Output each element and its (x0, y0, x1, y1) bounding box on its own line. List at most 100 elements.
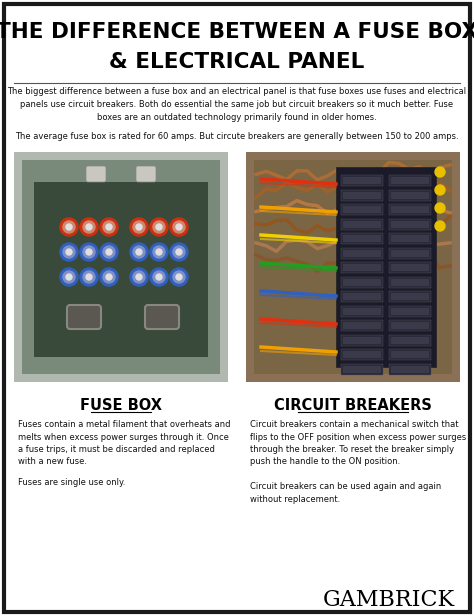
Bar (389, 175, 431, 186)
Bar (341, 291, 383, 302)
Circle shape (176, 274, 182, 280)
Circle shape (156, 224, 162, 230)
Circle shape (80, 243, 98, 261)
Circle shape (170, 268, 188, 286)
Bar (341, 204, 383, 215)
Bar (343, 278, 381, 285)
Bar (341, 219, 383, 230)
Bar (343, 221, 381, 227)
Circle shape (80, 268, 98, 286)
Circle shape (150, 268, 168, 286)
FancyBboxPatch shape (136, 166, 156, 182)
Text: FUSE BOX: FUSE BOX (80, 398, 162, 413)
Circle shape (133, 246, 145, 258)
Text: GAMBRICK: GAMBRICK (323, 589, 455, 611)
Circle shape (150, 218, 168, 236)
Bar (389, 291, 431, 302)
Bar (389, 262, 431, 273)
Bar (391, 235, 429, 242)
Text: Fuses contain a metal filament that overheats and
melts when excess power surges: Fuses contain a metal filament that over… (18, 420, 230, 466)
Bar (391, 351, 429, 358)
Bar (343, 249, 381, 256)
Circle shape (66, 249, 72, 255)
Circle shape (170, 218, 188, 236)
Circle shape (103, 221, 115, 233)
Bar (341, 248, 383, 259)
Circle shape (435, 221, 445, 231)
Bar (341, 363, 383, 375)
Bar (389, 233, 431, 244)
Bar (391, 307, 429, 315)
Bar (343, 351, 381, 358)
Circle shape (136, 224, 142, 230)
Bar (389, 349, 431, 360)
Circle shape (60, 268, 78, 286)
Circle shape (435, 167, 445, 177)
Bar (389, 190, 431, 200)
Circle shape (133, 271, 145, 283)
Bar (336, 167, 436, 367)
Bar (341, 334, 383, 346)
FancyBboxPatch shape (145, 305, 179, 329)
Circle shape (83, 271, 95, 283)
Circle shape (133, 221, 145, 233)
Bar (391, 192, 429, 198)
Bar (391, 264, 429, 271)
Bar (391, 249, 429, 256)
Circle shape (176, 249, 182, 255)
Bar (341, 233, 383, 244)
Circle shape (435, 203, 445, 213)
Bar (389, 334, 431, 346)
Bar (389, 306, 431, 317)
Bar (22, 160, 220, 374)
Bar (343, 177, 381, 184)
Bar (391, 322, 429, 329)
Bar (343, 322, 381, 329)
Bar (389, 248, 431, 259)
Bar (341, 320, 383, 331)
Bar (341, 190, 383, 200)
Bar (391, 293, 429, 300)
Circle shape (86, 274, 92, 280)
Bar (343, 264, 381, 271)
Text: Circuit breakers contain a mechanical switch that
flips to the OFF position when: Circuit breakers contain a mechanical sw… (250, 420, 466, 466)
Bar (391, 177, 429, 184)
Circle shape (83, 246, 95, 258)
Circle shape (106, 249, 112, 255)
Circle shape (136, 274, 142, 280)
Bar (343, 293, 381, 300)
Circle shape (103, 271, 115, 283)
Bar (246, 152, 460, 382)
Circle shape (100, 218, 118, 236)
Circle shape (66, 224, 72, 230)
Bar (254, 160, 452, 374)
Bar (391, 336, 429, 344)
Circle shape (63, 246, 75, 258)
Circle shape (173, 246, 185, 258)
Bar (391, 221, 429, 227)
Circle shape (66, 274, 72, 280)
Circle shape (86, 249, 92, 255)
Bar (341, 175, 383, 186)
Bar (341, 277, 383, 288)
Circle shape (153, 271, 165, 283)
Bar (343, 336, 381, 344)
Bar (341, 262, 383, 273)
Circle shape (60, 218, 78, 236)
Circle shape (80, 218, 98, 236)
Bar (343, 365, 381, 373)
Text: The average fuse box is rated for 60 amps. But circute breakers are generally be: The average fuse box is rated for 60 amp… (15, 132, 459, 141)
Bar (343, 206, 381, 213)
Circle shape (106, 224, 112, 230)
Circle shape (170, 243, 188, 261)
Bar (34, 182, 208, 357)
Bar (391, 365, 429, 373)
Text: Circuit breakers can be used again and again
without replacement.: Circuit breakers can be used again and a… (250, 482, 441, 503)
Circle shape (100, 243, 118, 261)
Circle shape (103, 246, 115, 258)
Circle shape (156, 274, 162, 280)
Circle shape (130, 218, 148, 236)
Bar (389, 204, 431, 215)
Bar (341, 349, 383, 360)
Bar (389, 219, 431, 230)
